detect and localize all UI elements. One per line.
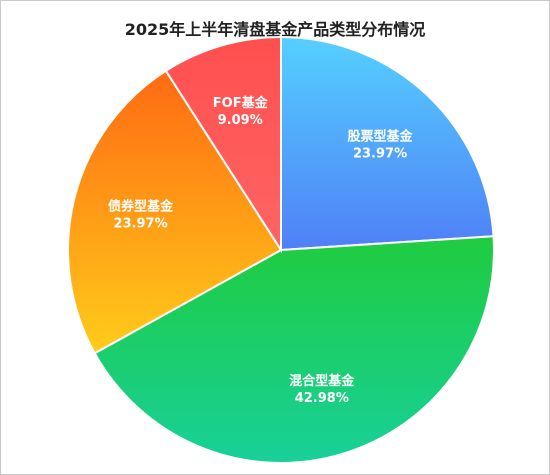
slice-value-label: 42.98%	[295, 391, 349, 406]
pie-slice-3	[67, 69, 283, 355]
pie-slices	[67, 35, 495, 464]
slice-name-label: 债券型基金	[108, 199, 174, 215]
slice-value-label: 23.97%	[113, 217, 167, 232]
pie-labels: 股票型基金 23.97% 混合型基金 42.98% 债券型基金 23.97% FOF基金 9.…	[108, 95, 413, 406]
pie-slice-4	[164, 35, 282, 254]
pie-slice-2	[93, 235, 495, 464]
slice-value-label: 9.09%	[218, 113, 263, 128]
chart-title: 2025年上半年清盘基金产品类型分布情况	[124, 20, 426, 39]
slice-name-label: 混合型基金	[289, 373, 355, 389]
slice-name-label: 股票型基金	[348, 128, 414, 144]
slice-value-label: 23.97%	[353, 146, 407, 161]
pie-slice-1	[280, 35, 495, 252]
slice-name-label: FOF基金	[213, 95, 269, 111]
